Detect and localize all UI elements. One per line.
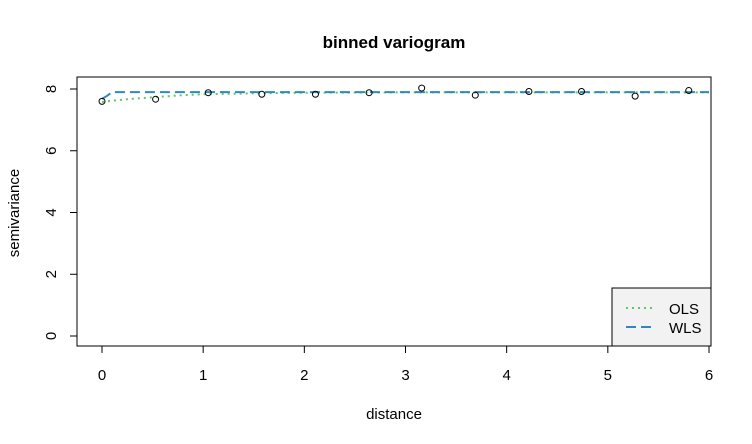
y-tick-label: 6 — [43, 147, 60, 155]
fit-lines — [101, 91, 709, 103]
legend-label-ols: OLS — [669, 301, 699, 318]
x-tick-label: 6 — [705, 367, 713, 384]
y-axis: 0 2 4 6 8 — [43, 85, 78, 340]
fit-line-wls — [101, 91, 709, 100]
data-point — [471, 91, 479, 99]
legend: OLS WLS — [611, 287, 712, 347]
x-tick-label: 5 — [604, 367, 612, 384]
fit-line-ols — [101, 91, 709, 103]
legend-label-wls: WLS — [669, 320, 702, 337]
x-tick-label: 1 — [199, 367, 207, 384]
chart-title: binned variogram — [323, 33, 466, 52]
x-axis-label: distance — [366, 406, 422, 423]
data-point — [631, 92, 639, 100]
data-point — [152, 95, 160, 103]
y-tick-label: 0 — [43, 332, 60, 340]
y-tick-label: 8 — [43, 85, 60, 93]
data-point — [578, 87, 586, 95]
data-point — [418, 84, 426, 92]
data-point — [685, 87, 693, 95]
data-point — [98, 97, 106, 105]
x-tick-label: 3 — [401, 367, 409, 384]
data-points — [98, 84, 693, 105]
legend-box — [611, 287, 712, 347]
y-axis-label: semivariance — [6, 169, 23, 257]
data-point — [365, 89, 373, 97]
data-point — [311, 90, 319, 98]
y-tick-label: 2 — [43, 270, 60, 278]
x-tick-label: 2 — [300, 367, 308, 384]
x-tick-label: 0 — [98, 367, 106, 384]
data-point — [204, 89, 212, 97]
data-point — [525, 87, 533, 95]
x-tick-label: 4 — [502, 367, 510, 384]
x-axis: 0 1 2 3 4 5 6 — [98, 345, 713, 384]
y-tick-label: 4 — [43, 208, 60, 216]
data-point — [258, 90, 266, 98]
